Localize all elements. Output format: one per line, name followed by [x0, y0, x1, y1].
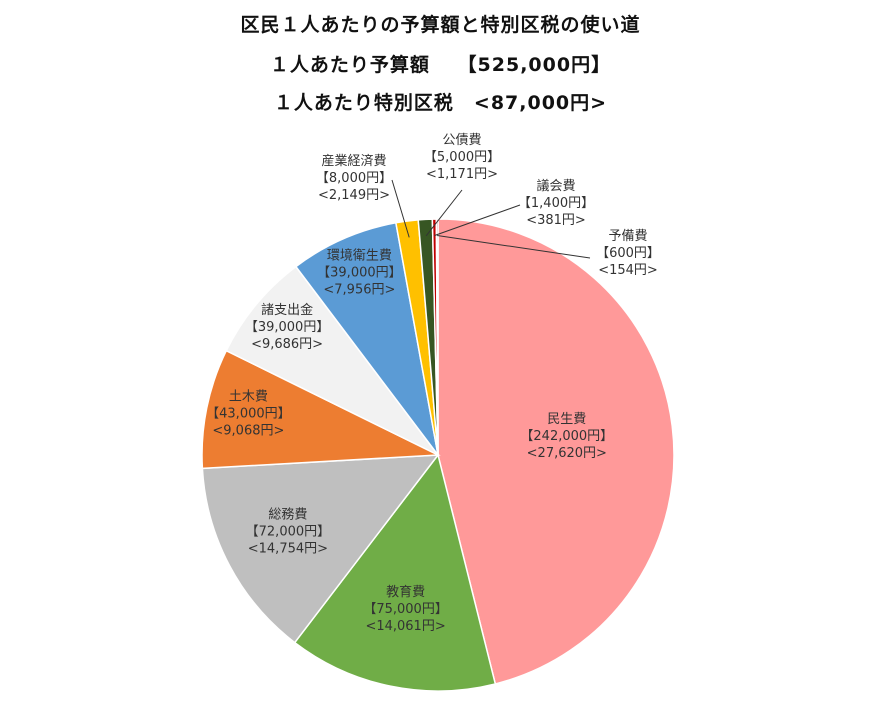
- slice-budget-label: 【242,000円】: [520, 429, 613, 444]
- pie-slice: [294, 221, 439, 456]
- pie-slice: [293, 453, 497, 692]
- leader-lines: [391, 179, 591, 259]
- slice-tax-label: <9,686円>: [251, 337, 323, 352]
- slice-budget-label: 【8,000円】: [316, 171, 392, 186]
- pie-slice: [201, 454, 440, 644]
- slice-name-label: 民生費: [547, 412, 586, 427]
- slice-name-label: 産業経済費: [321, 153, 386, 169]
- chart-title: 区民１人あたりの予算額と特別区税の使い道: [240, 14, 641, 36]
- slice-tax-label: <9,068円>: [212, 424, 284, 439]
- slice-tax-label: <381円>: [526, 213, 586, 228]
- slice-name-label: 環境衛生費: [327, 249, 392, 264]
- leader-line: [437, 235, 591, 259]
- slice-budget-label: 【5,000円】: [424, 150, 500, 165]
- slice-name-label: 土木費: [229, 390, 268, 405]
- slice-name-label: 予備費: [608, 228, 647, 244]
- pie-slice: [435, 218, 439, 456]
- budget-per-person-subtitle: １人あたり予算額 【525,000円】: [269, 54, 612, 76]
- slice-budget-label: 【1,400円】: [518, 196, 594, 211]
- slice-name-label: 諸支出金: [261, 302, 313, 318]
- leader-line: [425, 189, 463, 237]
- tax-per-person-subtitle: １人あたり特別区税 <87,000円>: [273, 92, 608, 114]
- slice-budget-label: 【75,000円】: [363, 602, 448, 617]
- slice-budget-label: 【600円】: [596, 246, 660, 261]
- slice-budget-label: 【43,000円】: [206, 407, 291, 422]
- slice-tax-label: <1,171円>: [426, 167, 498, 182]
- slice-tax-label: <14,754円>: [248, 542, 328, 557]
- pie-slice: [201, 349, 441, 470]
- slice-budget-label: 【39,000円】: [317, 266, 402, 281]
- slice-labels: 民生費【242,000円】 <27,620円> 教育費【75,000円】 <14,06…: [206, 133, 660, 634]
- slice-name-label: 議会費: [536, 179, 575, 194]
- slice-tax-label: <2,149円>: [318, 188, 390, 203]
- slice-tax-label: <14,061円>: [365, 619, 445, 634]
- slice-budget-label: 【39,000円】: [245, 320, 330, 335]
- pie-slice: [437, 218, 675, 685]
- slice-budget-label: 【72,000円】: [246, 525, 331, 540]
- slice-name-label: 教育費: [386, 584, 425, 600]
- slice-tax-label: <7,956円>: [323, 283, 395, 298]
- pie-slices: [201, 218, 675, 692]
- slice-name-label: 総務費: [268, 508, 307, 523]
- leader-line: [391, 179, 410, 238]
- slice-tax-label: <154円>: [598, 263, 658, 278]
- slice-name-label: 公債費: [442, 133, 481, 148]
- slice-tax-label: <27,620円>: [527, 446, 607, 461]
- leader-line: [434, 204, 521, 236]
- pie-slice: [225, 265, 439, 456]
